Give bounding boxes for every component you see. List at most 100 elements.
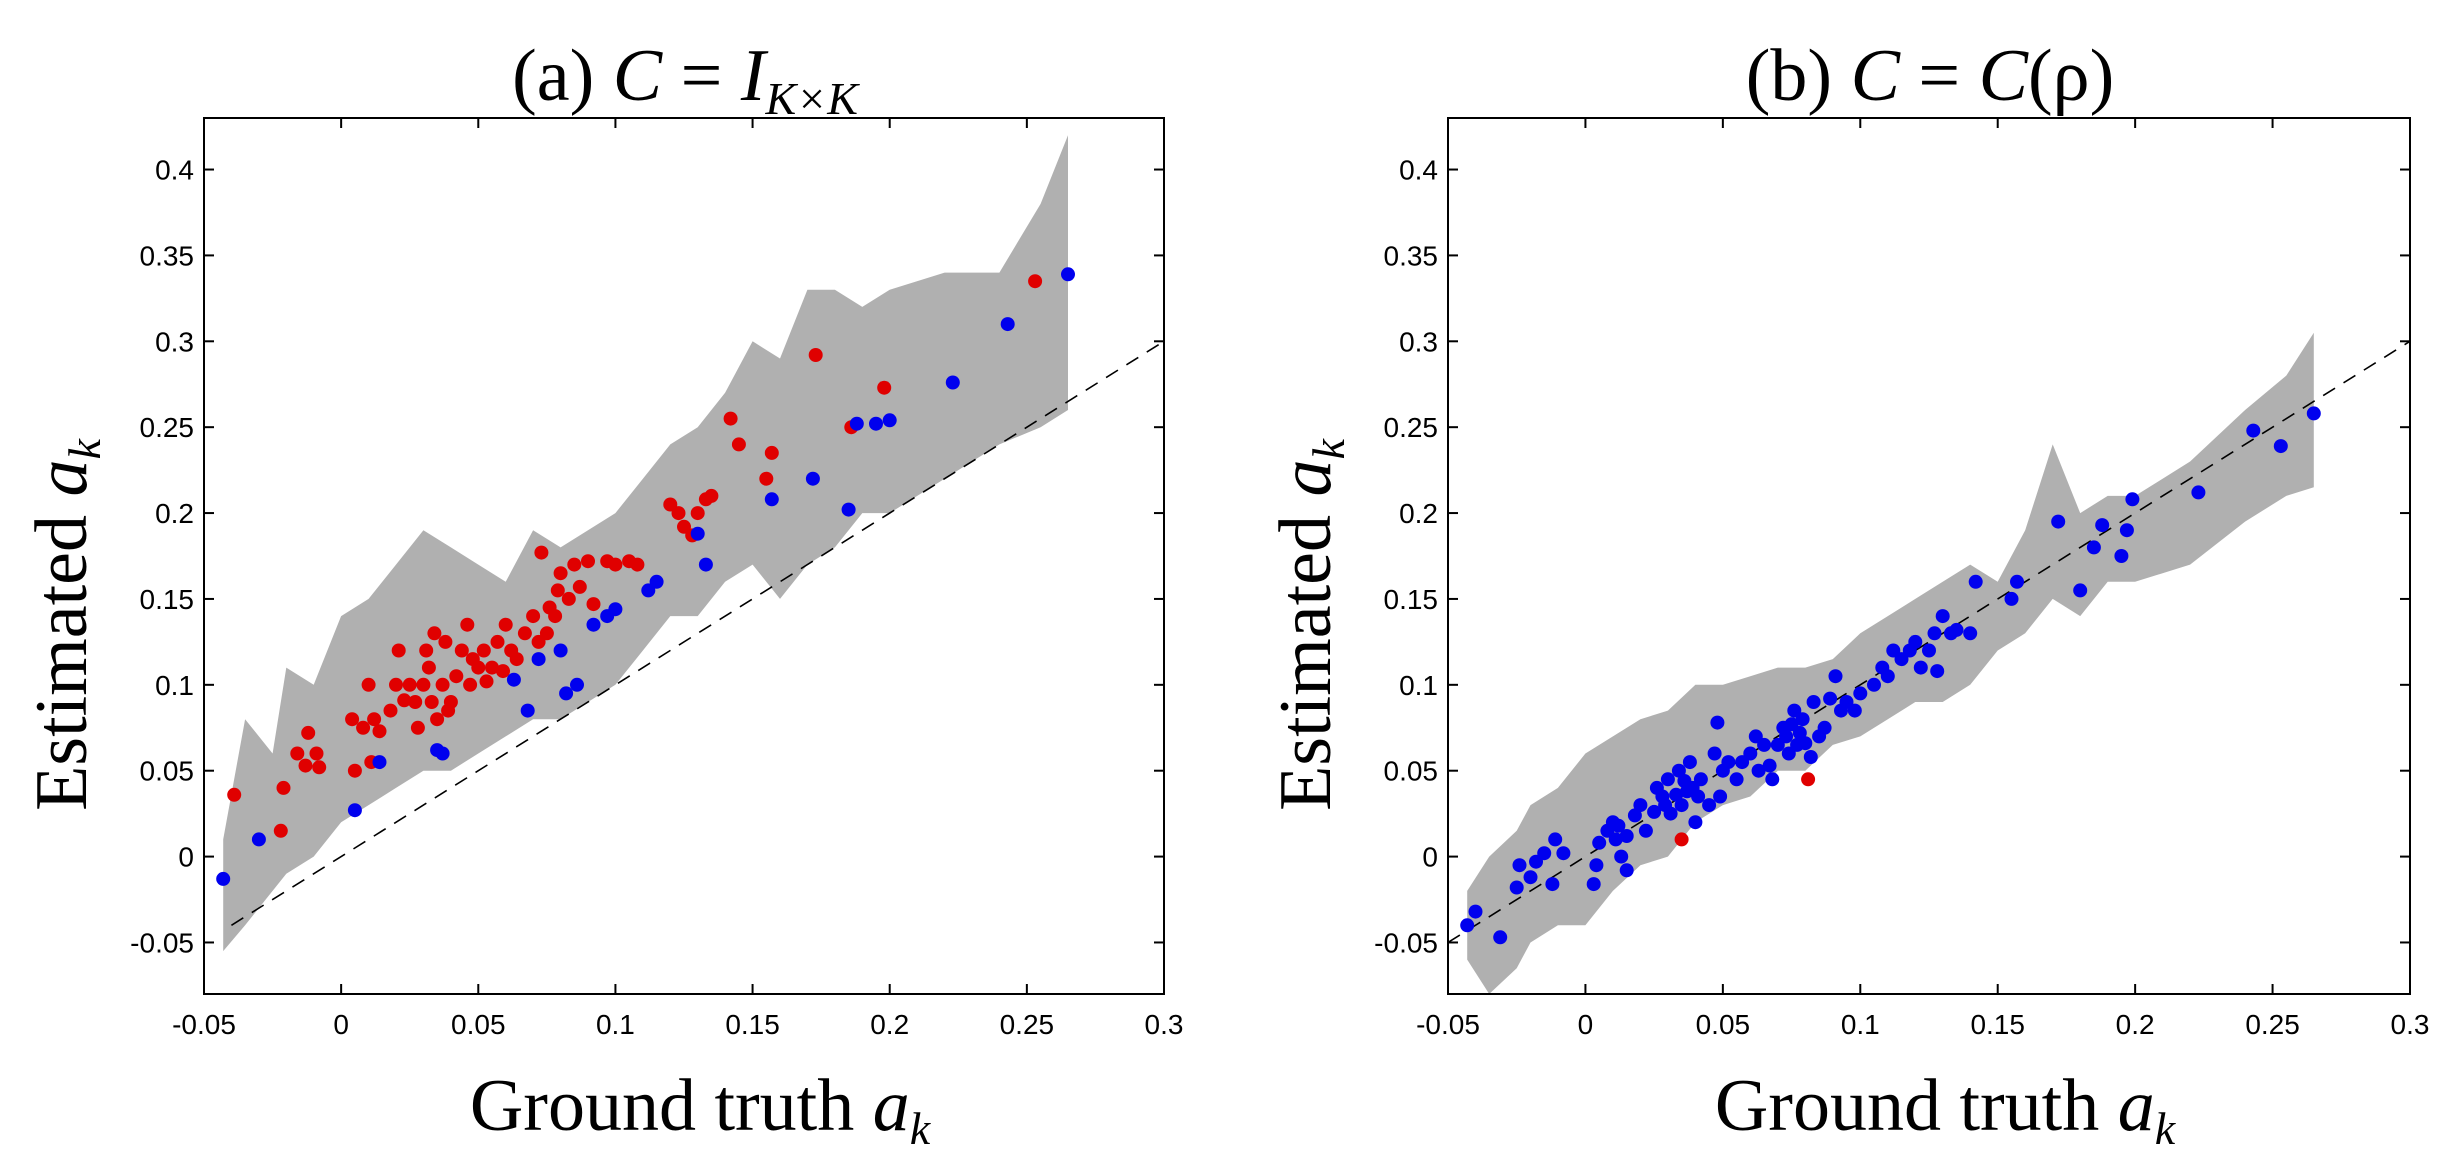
panel-a-point-red: [419, 643, 434, 658]
panel-a-point-red: [567, 557, 582, 572]
panel-a-point-red: [347, 763, 362, 778]
panel-b-ytick-label: -0.05: [1374, 927, 1438, 958]
panel-a-point-red: [276, 780, 291, 795]
panel-b-ytick-label: 0.2: [1399, 498, 1438, 529]
panel-a-point-red: [539, 626, 554, 641]
panel-a-point-red: [443, 695, 458, 709]
panel-a-point-red: [517, 626, 532, 641]
panel-b-point-blue: [1674, 798, 1689, 813]
panel-a-point-red: [498, 617, 513, 632]
panel-a-point-blue: [559, 686, 574, 701]
panel-b-point-blue: [1682, 755, 1697, 770]
panel-a-point-red: [550, 583, 565, 598]
panel-a-point-red: [581, 554, 595, 569]
panel-a-plot-area: -0.05 0 0.05 0.1 0.15 0.2 0.25 0.3 -0.05 0 0.05 0.1…: [130, 117, 1183, 1040]
panel-b-xtick-label: -0.05: [1416, 1009, 1480, 1040]
panel-a-ytick-label: 0.25: [140, 412, 195, 443]
panel-a-point-red: [630, 557, 645, 572]
panel-b-point-blue: [1779, 729, 1794, 744]
panel-b-point-blue: [1660, 772, 1675, 787]
panel-a-ytick-label: 0.35: [140, 240, 195, 271]
panel-a-point-red: [553, 566, 568, 581]
panel-b-point-blue: [1828, 669, 1843, 684]
panel-b-point-blue: [1968, 574, 1983, 589]
panel-a-point-blue: [216, 871, 231, 886]
panel-a-ytick-label: 0.4: [155, 155, 194, 186]
panel-a-point-blue: [586, 617, 601, 632]
panel-b-axes-frame: [1447, 117, 2411, 995]
panel-a-point-red: [361, 677, 376, 692]
panel-b-confidence-band: [1467, 332, 2314, 994]
panel-b-xtick-label: 0.2: [2116, 1009, 2155, 1040]
panel-b-ytick-label: 0.1: [1399, 670, 1438, 701]
panel-b-xtick-label: 0.3: [2391, 1009, 2430, 1040]
panel-a-point-red: [408, 695, 423, 709]
panel-b-point-blue: [1460, 918, 1475, 933]
panel-a-point-red: [808, 348, 823, 362]
panel-a-point-red: [402, 677, 417, 692]
panel-a-title-lhs: C: [613, 35, 664, 117]
panel-a-xtick-label: -0.05: [172, 1009, 236, 1040]
panel-b-point-blue: [2306, 406, 2321, 421]
panel-b-point-blue: [1792, 725, 1807, 740]
panel-b-point-blue: [2073, 583, 2088, 598]
panel-a-ylabel-var: a: [21, 459, 103, 496]
panel-a-axes-frame: [203, 117, 1165, 995]
panel-b-ytick-label: 0.05: [1384, 756, 1439, 787]
panel-a-point-red: [427, 626, 442, 641]
panel-a-title: (a) C = IK×K: [512, 35, 860, 124]
panel-b-point-blue: [1548, 832, 1563, 847]
panel-a: (a) C = IK×K Ground truth ak Estimated a…: [21, 35, 1183, 1154]
panel-a-ytick-label: 0.05: [140, 756, 195, 787]
panel-a-point-red: [449, 669, 464, 684]
panel-a-point-blue: [435, 746, 450, 761]
panel-b-point-blue: [1729, 772, 1744, 787]
panel-a-point-red: [290, 746, 305, 761]
panel-b-point-blue: [1803, 750, 1818, 764]
panel-a-xtick-label: 0.1: [596, 1009, 635, 1040]
panel-b-title-eq: =: [1900, 35, 1979, 117]
panel-a-point-red: [479, 674, 494, 689]
panel-b-point-blue: [1963, 626, 1978, 641]
panel-b-xlabel-text: Ground truth: [1715, 1065, 2118, 1147]
panel-a-point-red: [509, 652, 524, 667]
panel-b-point-blue: [1647, 804, 1662, 819]
panel-b-point-blue: [1930, 664, 1945, 679]
panel-b-point-blue: [1671, 763, 1686, 778]
panel-b-point-red: [1674, 832, 1689, 847]
panel-a-point-red: [438, 634, 453, 649]
panel-a-title-prefix: (a): [512, 35, 613, 117]
panel-b-point-blue: [1619, 829, 1634, 843]
panel-a-point-red: [389, 677, 403, 692]
panel-a-point-red: [671, 506, 686, 521]
panel-b-point-blue: [1693, 772, 1708, 787]
panel-b-point-blue: [1713, 789, 1728, 804]
panel-a-point-red: [608, 557, 623, 572]
panel-b-point-blue: [1894, 652, 1909, 667]
panel-b-point-blue: [1927, 626, 1942, 641]
panel-a-point-blue: [841, 502, 856, 517]
panel-a-point-red: [430, 712, 445, 727]
panel-b-point-blue: [1817, 720, 1832, 735]
panel-a-point-blue: [506, 672, 521, 687]
panel-a-confidence-band: [223, 135, 1068, 952]
panel-a-ytick-label: 0.15: [140, 584, 195, 615]
panel-a-point-red: [476, 643, 491, 658]
panel-a-point-red: [548, 609, 563, 624]
panel-b-point-blue: [1627, 808, 1642, 823]
panel-b-point-blue: [1619, 863, 1634, 878]
panel-a-point-blue: [690, 526, 705, 541]
panel-b-point-blue: [1545, 877, 1560, 892]
panel-a-ytick-label: 0.2: [155, 498, 194, 529]
panel-a-xlabel: Ground truth ak: [470, 1065, 932, 1154]
panel-b-title-lhs: C: [1851, 35, 1902, 117]
panel-b-point-blue: [1493, 930, 1508, 945]
panel-b-point-blue: [1839, 695, 1854, 709]
panel-a-point-blue: [520, 703, 535, 718]
panel-a-point-red: [690, 506, 705, 521]
panel-b-point-blue: [1589, 858, 1604, 873]
panel-b-title-prefix: (b): [1746, 35, 1851, 117]
panel-b-point-blue: [1707, 746, 1722, 761]
panel-b-point-blue: [1757, 737, 1772, 752]
